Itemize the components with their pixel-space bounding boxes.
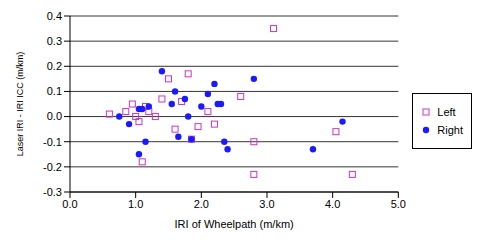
svg-text:0.3: 0.3 <box>47 35 62 47</box>
svg-text:0.0: 0.0 <box>62 198 77 210</box>
svg-text:0.2: 0.2 <box>47 60 62 72</box>
html-text:Left: Left <box>437 106 456 118</box>
svg-text:0.4: 0.4 <box>47 10 62 22</box>
svg-text:4.0: 4.0 <box>325 198 340 210</box>
svg-text:-0.1: -0.1 <box>43 136 62 148</box>
svg-text:0.0: 0.0 <box>47 110 62 122</box>
html-text:Right: Right <box>437 124 463 136</box>
svg-text:0.1: 0.1 <box>47 85 62 97</box>
svg-text:5.0: 5.0 <box>391 198 406 210</box>
svg-text:Laser IRI - IRI ICC (m/km): Laser IRI - IRI ICC (m/km) <box>15 52 25 157</box>
svg-text:3.0: 3.0 <box>259 198 274 210</box>
svg-text:-0.3: -0.3 <box>43 186 62 198</box>
svg-text:1.0: 1.0 <box>128 198 143 210</box>
svg-text:IRI of Wheelpath (m/km): IRI of Wheelpath (m/km) <box>175 218 294 230</box>
svg-text:-0.2: -0.2 <box>43 161 62 173</box>
svg-text:2.0: 2.0 <box>194 198 209 210</box>
